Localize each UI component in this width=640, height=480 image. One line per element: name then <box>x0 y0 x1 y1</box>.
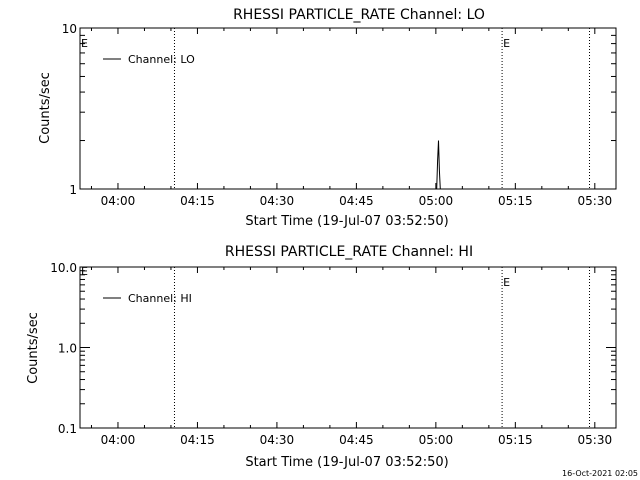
hi-x-tick-label: 05:00 <box>419 433 454 447</box>
hi-event-label: E <box>503 276 510 289</box>
lo-x-tick-label: 04:45 <box>339 194 374 208</box>
lo-plot-frame <box>79 27 617 190</box>
lo-x-axis-label: Start Time (19-Jul-07 03:52:50) <box>245 214 448 229</box>
lo-x-tick-label: 04:30 <box>260 194 295 208</box>
lo-x-tick-label: 04:00 <box>101 194 136 208</box>
lo-x-tick-label: 05:15 <box>498 194 533 208</box>
lo-x-tick-label: 04:15 <box>180 194 215 208</box>
lo-series-line <box>436 140 441 190</box>
hi-x-tick-label: 05:15 <box>498 433 533 447</box>
hi-x-tick-label: 04:15 <box>180 433 215 447</box>
hi-x-tick-label: 05:30 <box>578 433 613 447</box>
lo-y-tick-label: 1 <box>69 183 77 197</box>
hi-legend-label: Channel: HI <box>128 292 192 305</box>
hi-channel-panel: RHESSI PARTICLE_RATE Channel: HI Start T… <box>26 244 617 470</box>
hi-start-marker-label: E <box>81 265 88 278</box>
hi-y-axis-label: Counts/sec <box>26 312 41 384</box>
lo-x-tick-label: 05:00 <box>419 194 454 208</box>
hi-y-tick-label: 10.0 <box>50 261 77 275</box>
hi-x-tick-label: 04:30 <box>260 433 295 447</box>
generation-timestamp: 16-Oct-2021 02:05 <box>562 469 638 478</box>
lo-x-tick-label: 05:30 <box>578 194 613 208</box>
hi-x-axis-label: Start Time (19-Jul-07 03:52:50) <box>245 455 448 470</box>
hi-chart-title: RHESSI PARTICLE_RATE Channel: HI <box>225 244 473 260</box>
lo-y-tick-label: 10 <box>62 22 77 36</box>
hi-y-tick-label: 1.0 <box>58 342 77 356</box>
lo-channel-panel: RHESSI PARTICLE_RATE Channel: LO Start T… <box>38 7 617 229</box>
lo-event-label: E <box>503 37 510 50</box>
hi-x-tick-label: 04:00 <box>101 433 136 447</box>
hi-y-tick-label: 0.1 <box>58 422 77 436</box>
lo-y-axis-label: Counts/sec <box>38 72 53 144</box>
lo-chart-title: RHESSI PARTICLE_RATE Channel: LO <box>233 7 485 23</box>
hi-x-tick-label: 04:45 <box>339 433 374 447</box>
lo-legend-label: Channel: LO <box>128 53 195 66</box>
